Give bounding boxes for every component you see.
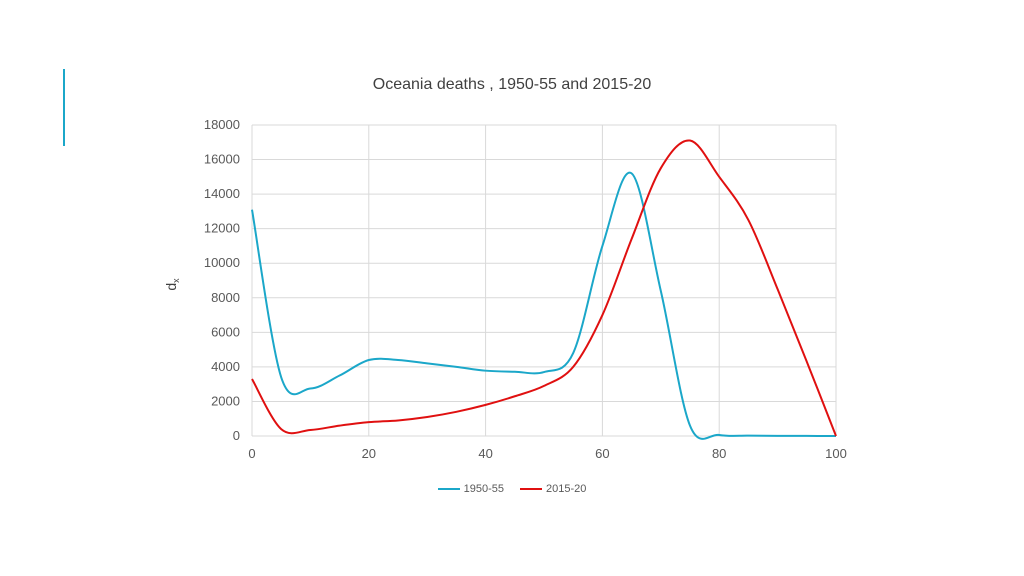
y-tick-label: 0 — [233, 428, 240, 443]
y-tick-label: 16000 — [204, 152, 240, 167]
y-tick-label: 14000 — [204, 186, 240, 201]
y-tick-label: 6000 — [211, 324, 240, 339]
series-line-1950-55 — [251, 171, 837, 440]
legend-label: 1950-55 — [463, 483, 504, 495]
x-tick-label: 80 — [712, 446, 726, 461]
legend-item: 1950-55 — [437, 483, 504, 495]
y-tick-label: 8000 — [211, 290, 240, 305]
x-tick-label: 100 — [825, 446, 847, 461]
y-tick-label: 18000 — [204, 117, 240, 132]
y-tick-label: 2000 — [211, 393, 240, 408]
legend-swatch — [520, 488, 542, 490]
y-tick-label: 10000 — [204, 255, 240, 270]
y-axis-label: dx — [163, 278, 181, 291]
accent-bar — [63, 69, 65, 146]
y-tick-label: 12000 — [204, 221, 240, 236]
x-tick-label: 40 — [478, 446, 492, 461]
legend-item: 2015-20 — [520, 483, 586, 495]
legend-swatch — [437, 488, 460, 490]
chart-title: Oceania deaths , 1950-55 and 2015-20 — [372, 76, 652, 93]
x-tick-label: 20 — [362, 446, 376, 461]
y-tick-label: 4000 — [211, 359, 240, 374]
x-tick-label: 60 — [595, 446, 609, 461]
x-tick-label: 0 — [248, 446, 255, 461]
series-line-2015-20 — [251, 139, 837, 437]
legend-label: 2015-20 — [546, 483, 587, 495]
chart-legend: 1950-55 2015-20 — [0, 483, 1024, 495]
